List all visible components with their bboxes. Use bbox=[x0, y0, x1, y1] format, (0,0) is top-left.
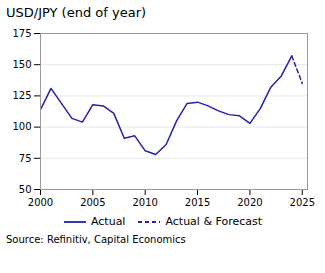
svg-text:150: 150 bbox=[12, 59, 31, 70]
svg-text:2010: 2010 bbox=[132, 197, 157, 208]
svg-text:2005: 2005 bbox=[80, 197, 105, 208]
svg-text:2025: 2025 bbox=[290, 197, 315, 208]
svg-text:2020: 2020 bbox=[237, 197, 262, 208]
svg-text:75: 75 bbox=[19, 153, 32, 164]
svg-text:175: 175 bbox=[12, 28, 31, 39]
svg-text:50: 50 bbox=[19, 184, 32, 195]
html-text:Source: Refinitiv, Capital Eco: Source: Refinitiv, Capital Economics bbox=[6, 234, 186, 245]
svg-text:2015: 2015 bbox=[185, 197, 210, 208]
svg-text:2000: 2000 bbox=[28, 197, 53, 208]
html-text:Actual: Actual bbox=[91, 215, 126, 228]
html-text:USD/JPY (end of year): USD/JPY (end of year) bbox=[6, 5, 147, 20]
svg-text:125: 125 bbox=[12, 90, 31, 101]
svg-text:100: 100 bbox=[12, 121, 31, 132]
html-text:Actual & Forecast: Actual & Forecast bbox=[165, 215, 262, 228]
